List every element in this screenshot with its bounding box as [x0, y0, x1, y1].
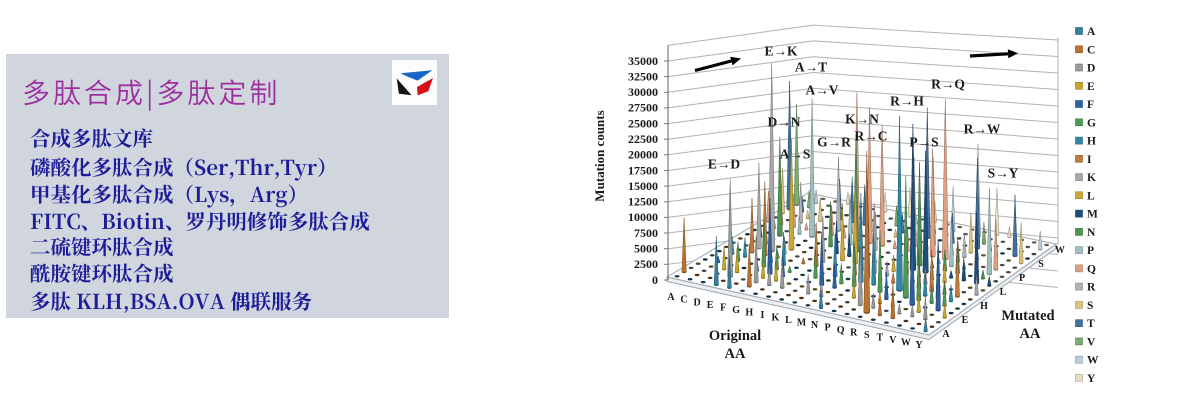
svg-text:35000: 35000: [628, 54, 658, 68]
svg-text:E→K: E→K: [764, 44, 798, 59]
svg-text:S: S: [864, 330, 870, 341]
svg-text:R: R: [1087, 282, 1096, 294]
svg-text:27500: 27500: [628, 101, 658, 115]
svg-text:15000: 15000: [628, 179, 658, 193]
svg-text:20000: 20000: [628, 148, 658, 162]
svg-text:A→S: A→S: [780, 147, 811, 162]
svg-text:D: D: [1087, 63, 1095, 75]
svg-text:S: S: [1087, 300, 1093, 312]
svg-text:17500: 17500: [628, 163, 658, 177]
svg-text:Original: Original: [709, 328, 761, 344]
svg-text:A: A: [942, 329, 950, 340]
svg-text:7500: 7500: [634, 226, 658, 240]
svg-text:A: A: [1087, 26, 1096, 38]
svg-text:E→D: E→D: [708, 157, 741, 172]
svg-text:R: R: [850, 328, 858, 339]
svg-text:P: P: [1019, 273, 1025, 284]
svg-text:12500: 12500: [628, 195, 658, 209]
svg-text:D→N: D→N: [768, 115, 801, 130]
svg-text:M: M: [797, 318, 807, 329]
svg-text:A→T: A→T: [795, 60, 827, 75]
svg-text:22500: 22500: [628, 132, 658, 146]
svg-text:G→R: G→R: [817, 135, 851, 150]
svg-text:5000: 5000: [634, 242, 658, 256]
svg-text:30000: 30000: [628, 85, 658, 99]
svg-text:A→V: A→V: [806, 83, 839, 98]
svg-text:AA: AA: [1020, 326, 1041, 342]
svg-text:L: L: [1087, 190, 1095, 202]
svg-text:H: H: [980, 301, 988, 312]
svg-text:Y: Y: [915, 340, 923, 351]
svg-text:G: G: [1087, 117, 1096, 129]
svg-text:S: S: [1038, 259, 1044, 270]
svg-text:C: C: [1087, 44, 1095, 56]
svg-text:E: E: [1087, 81, 1095, 93]
svg-text:H: H: [745, 307, 753, 318]
svg-text:10000: 10000: [628, 210, 658, 224]
svg-text:Mutated: Mutated: [1001, 308, 1054, 324]
svg-text:L: L: [785, 315, 792, 326]
svg-text:R→W: R→W: [964, 122, 1001, 137]
svg-text:I: I: [1087, 154, 1092, 166]
svg-text:K: K: [1087, 172, 1096, 184]
svg-text:A: A: [667, 292, 675, 303]
svg-text:E: E: [962, 315, 969, 326]
svg-text:H: H: [1087, 136, 1096, 148]
svg-text:R→H: R→H: [890, 94, 924, 109]
svg-text:N: N: [811, 320, 819, 331]
svg-text:G: G: [732, 305, 740, 316]
svg-text:P: P: [825, 323, 831, 334]
svg-text:32500: 32500: [628, 69, 658, 83]
svg-text:AA: AA: [725, 346, 746, 362]
svg-text:T: T: [876, 333, 883, 344]
svg-text:Mutation counts: Mutation counts: [592, 110, 607, 201]
svg-text:W: W: [1087, 355, 1099, 367]
svg-text:Q: Q: [837, 325, 845, 336]
svg-text:F: F: [720, 302, 726, 313]
svg-text:2500: 2500: [634, 257, 658, 271]
svg-text:F: F: [1087, 99, 1094, 111]
svg-text:P→S: P→S: [909, 135, 938, 150]
svg-text:W: W: [901, 338, 911, 349]
svg-text:25000: 25000: [628, 116, 658, 130]
svg-text:M: M: [1087, 209, 1098, 221]
svg-text:P: P: [1087, 245, 1094, 257]
svg-text:L: L: [1000, 287, 1007, 298]
svg-text:Y: Y: [1087, 373, 1096, 385]
svg-text:T: T: [1087, 318, 1095, 330]
svg-text:N: N: [1087, 227, 1096, 239]
svg-text:C: C: [680, 295, 687, 306]
svg-text:D: D: [693, 297, 700, 308]
svg-text:V: V: [889, 335, 897, 346]
svg-text:W: W: [1055, 245, 1065, 256]
svg-text:S→Y: S→Y: [988, 166, 1019, 181]
svg-text:Q: Q: [1087, 263, 1096, 275]
svg-text:0: 0: [652, 273, 658, 287]
svg-text:K: K: [772, 312, 780, 323]
svg-text:R→Q: R→Q: [931, 77, 965, 92]
svg-text:I: I: [760, 310, 764, 321]
svg-text:K→N: K→N: [845, 112, 879, 127]
svg-text:V: V: [1087, 336, 1096, 348]
svg-text:E: E: [707, 300, 714, 311]
svg-text:R→C: R→C: [855, 129, 888, 144]
